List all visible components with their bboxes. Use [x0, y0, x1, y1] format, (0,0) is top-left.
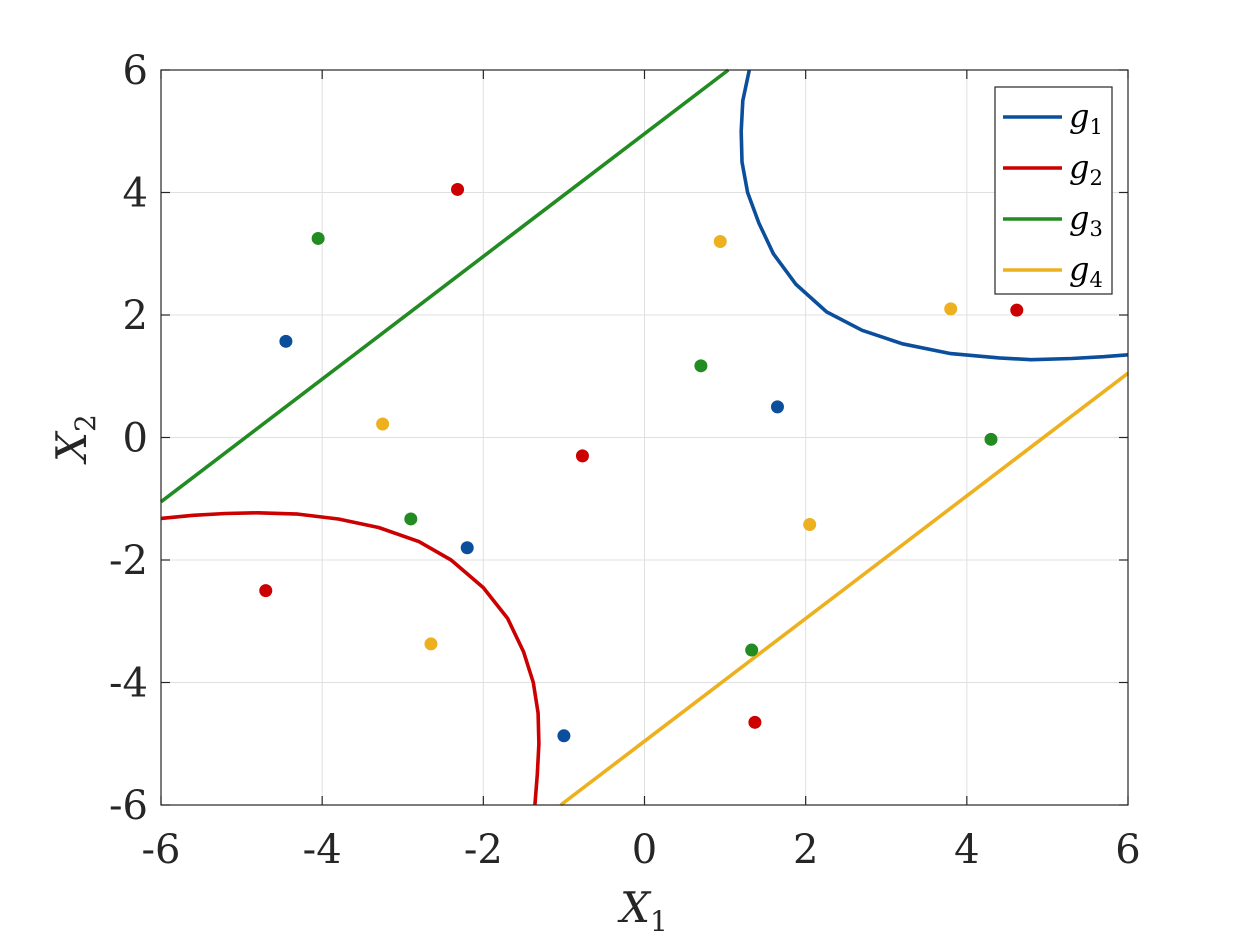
- point-g3: [694, 359, 708, 373]
- boundary-curve-g3: [159, 68, 730, 504]
- boundary-curve-g2: [160, 510, 541, 806]
- legend: g1 g2 g3 g4: [994, 86, 1113, 295]
- point-g4: [944, 302, 958, 316]
- point-g2: [748, 715, 762, 729]
- y-tick-label: -6: [109, 783, 148, 829]
- x-tick-labels: -6 -4 -2 0 2 4 6: [142, 827, 1141, 873]
- point-g3: [745, 643, 759, 657]
- data-points: [259, 182, 1024, 743]
- point-g2: [575, 449, 589, 463]
- x-tick-label: -6: [142, 827, 181, 873]
- point-g1: [557, 729, 571, 743]
- y-axis-title: X2: [47, 414, 102, 465]
- y-tick-labels: -6 -4 -2 0 2 4 6: [109, 48, 148, 829]
- y-tick-label: 0: [123, 416, 148, 462]
- point-g1: [460, 541, 474, 555]
- boundary-curve-g1: [739, 69, 1129, 362]
- point-g3: [311, 231, 325, 245]
- point-g2: [259, 584, 273, 598]
- x-tick-label: 6: [1115, 827, 1140, 873]
- axis-ticks: [160, 69, 1129, 806]
- legend-label-g3: g3: [1069, 199, 1103, 241]
- legend-label-g2: g2: [1069, 148, 1103, 190]
- point-g4: [424, 637, 438, 651]
- grid: [161, 70, 1128, 805]
- y-tick-label: 4: [123, 171, 148, 217]
- point-g1: [279, 334, 293, 348]
- x-tick-label: 4: [954, 827, 979, 873]
- point-g4: [713, 235, 727, 248]
- y-tick-label: -4: [109, 661, 148, 707]
- x-tick-label: 0: [632, 827, 657, 873]
- boundary-curve-g4: [559, 371, 1130, 807]
- point-g2: [451, 182, 465, 196]
- x-tick-label: -2: [464, 827, 503, 873]
- point-g2: [1010, 303, 1024, 317]
- point-g3: [404, 512, 418, 526]
- point-g1: [770, 400, 784, 414]
- x-tick-label: 2: [793, 827, 818, 873]
- decision-boundaries: [159, 68, 1130, 807]
- legend-label-g1: g1: [1069, 97, 1103, 139]
- y-tick-label: -2: [109, 538, 148, 584]
- point-g4: [376, 417, 390, 431]
- point-g3: [984, 432, 998, 446]
- x-tick-label: -4: [303, 827, 342, 873]
- y-tick-label: 6: [123, 48, 148, 94]
- legend-label-g4: g4: [1069, 250, 1103, 292]
- legend-box: [994, 86, 1113, 295]
- y-tick-label: 2: [123, 293, 148, 339]
- point-g4: [803, 517, 817, 531]
- x-axis-title: X1: [617, 883, 668, 938]
